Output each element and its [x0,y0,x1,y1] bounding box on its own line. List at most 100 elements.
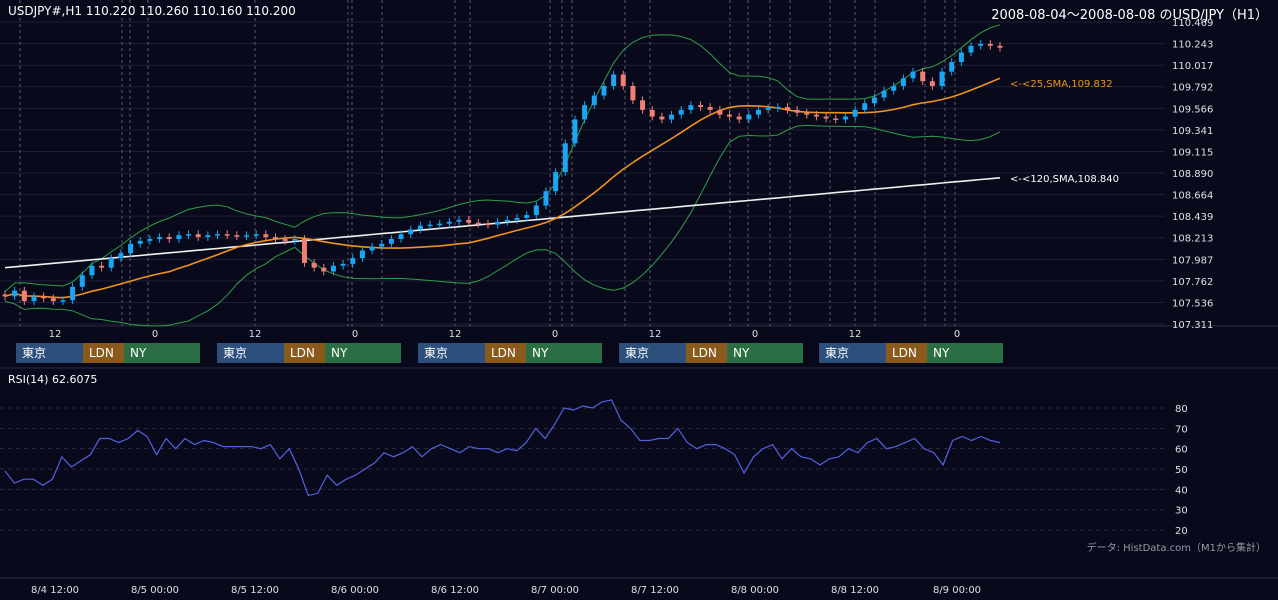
candle-body [707,107,713,110]
candle-body [553,172,559,192]
candle-body [678,109,684,115]
date-label: 8/6 12:00 [431,585,479,596]
candle-body [533,205,539,216]
candle-body [147,238,153,241]
date-label: 8/7 00:00 [531,585,579,596]
candle-body [495,221,501,225]
candle-body [900,78,906,86]
date-label: 8/5 00:00 [131,585,179,596]
candle-body [601,85,607,96]
sma25-annotation: <-<25,SMA,109.832 [1010,79,1113,90]
price-tick-label: 107.311 [1172,320,1213,331]
candle-body [978,43,984,46]
date-label: 8/9 00:00 [933,585,981,596]
candle-body [205,235,211,238]
price-tick-label: 109.341 [1172,126,1213,137]
rsi-tick-label: 40 [1175,485,1188,496]
candle-body [524,215,530,218]
candle-body [968,45,974,53]
candle-body [514,217,520,220]
date-label: 8/7 12:00 [631,585,679,596]
candle-body [958,52,964,63]
candle-body [311,262,317,268]
candle-body [582,105,588,120]
rsi-label: RSI(14) 62.6075 [8,373,98,386]
candle-body [794,109,800,113]
candle-body [427,224,433,227]
rsi-tick-label: 60 [1175,445,1188,456]
candle-body [649,109,655,117]
hour-tick-label: 0 [352,329,358,340]
price-tick-label: 110.243 [1172,40,1213,51]
candle-body [50,298,56,302]
price-tick-label: 107.762 [1172,277,1213,288]
candle-body [591,95,597,106]
candle-body [784,107,790,110]
hour-tick-label: 0 [552,329,558,340]
session-tokyo: 東京 [619,343,686,363]
candle-body [736,116,742,120]
candle-body [611,74,617,86]
rsi-line [4,399,1001,497]
candle-body [417,225,423,230]
candle-body [446,221,452,224]
candle-body [21,290,27,302]
price-tick-label: 108.439 [1172,212,1213,223]
candle-body [2,294,8,297]
session-london: LDN [886,343,927,363]
session-newyork: NY [124,343,200,363]
candle-body [949,62,955,72]
candle-body [997,45,1003,48]
candle-body [543,191,549,206]
sma120-annotation: <-<120,SMA,108.840 [1010,174,1119,185]
price-tick-label: 107.536 [1172,298,1213,309]
candle-body [572,119,578,144]
rsi-tick-label: 20 [1175,526,1188,537]
price-tick-label: 109.566 [1172,104,1213,115]
candle-body [987,43,993,46]
candle-body [485,223,491,226]
candle-body [891,85,897,91]
candle-body [272,237,278,239]
candle-body [215,234,221,236]
candle-body [833,118,839,120]
candle-body [176,235,182,239]
sma120-line [4,177,1001,269]
candle-body [727,114,733,117]
candle-body [321,267,327,272]
candle-body [669,114,675,120]
candle-body [881,90,887,98]
candle-body [929,81,935,86]
session-newyork: NY [325,343,401,363]
candle-body [292,238,298,241]
price-tick-label: 108.213 [1172,234,1213,245]
session-tokyo: 東京 [217,343,284,363]
candle-body [89,265,95,276]
candle-body [910,71,916,79]
candle-body [70,286,76,301]
hour-tick-label: 12 [49,329,62,340]
bollinger-lower [4,124,1001,327]
candle-body [137,240,143,244]
session-london: LDN [284,343,325,363]
candle-body [456,219,462,222]
chart-title: 2008-08-04～2008-08-08 のUSD/JPY（H1） [991,8,1268,23]
candle-body [717,109,723,115]
data-source: データ: HistData.com（M1から集計） [1086,543,1266,554]
candle-body [755,109,761,115]
candle-body [253,234,259,236]
candle-body [688,105,694,110]
session-london: LDN [485,343,526,363]
session-newyork: NY [526,343,602,363]
candle-body [340,263,346,266]
candle-body [398,234,404,239]
rsi-tick-label: 80 [1175,404,1188,415]
session-newyork: NY [927,343,1003,363]
candle-body [620,74,626,86]
candle-body [504,219,510,222]
rsi-tick-label: 30 [1175,506,1188,517]
session-london: LDN [83,343,124,363]
candle-body [79,275,85,287]
candle-body [60,300,66,302]
